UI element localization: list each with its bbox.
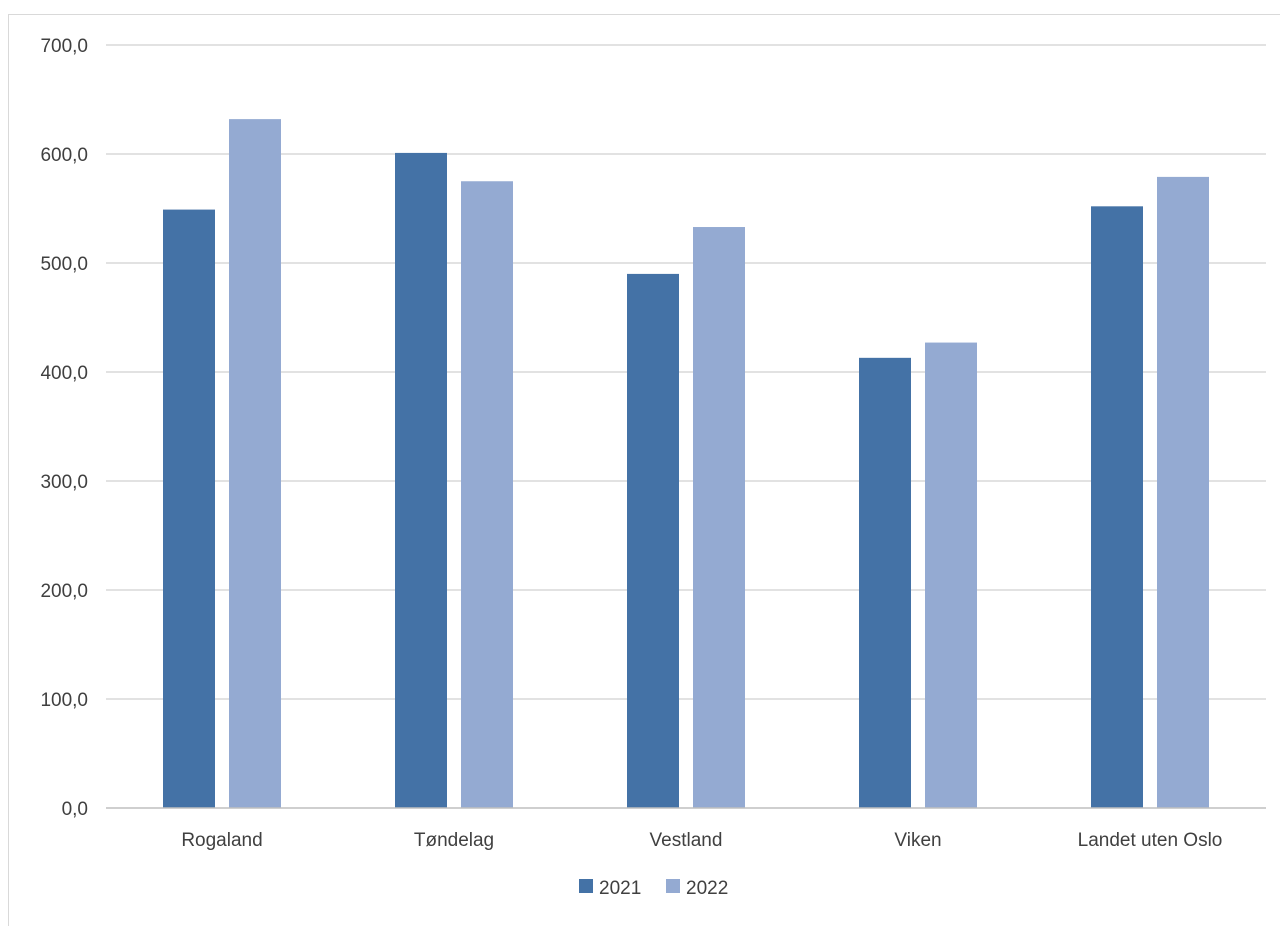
- legend-swatch-2021: [579, 879, 593, 893]
- bars: [163, 119, 1209, 809]
- bar-2022-0: [229, 119, 281, 809]
- bar-2021-4: [1091, 206, 1143, 808]
- legend: 2021 2022: [579, 878, 728, 899]
- x-category-label: Landet uten Oslo: [1078, 830, 1223, 851]
- y-axis-tick-labels: 0,0 100,0 200,0 300,0 400,0 500,0 600,0 700,0: [40, 36, 88, 820]
- x-category-label: Rogaland: [181, 830, 262, 851]
- bar-2022-1: [461, 181, 513, 808]
- bar-2021-1: [395, 152, 447, 808]
- legend-swatch-2022: [666, 879, 680, 893]
- bar-2021-3: [859, 357, 911, 808]
- bar-2022-2: [693, 227, 745, 808]
- legend-label-2022: 2022: [686, 878, 728, 899]
- x-axis-category-labels: Rogaland Tøndelag Vestland Viken Landet uten…: [181, 830, 1222, 851]
- y-tick-label: 700,0: [40, 36, 88, 57]
- y-tick-label: 200,0: [40, 581, 88, 602]
- bar-2022-3: [925, 342, 977, 808]
- x-category-label: Tøndelag: [414, 830, 494, 851]
- x-category-label: Vestland: [650, 830, 723, 851]
- y-tick-label: 0,0: [62, 799, 88, 820]
- gridlines: [106, 44, 1266, 700]
- y-tick-label: 500,0: [40, 254, 88, 275]
- bar-2022-4: [1157, 176, 1209, 808]
- y-tick-label: 400,0: [40, 363, 88, 384]
- y-tick-label: 600,0: [40, 145, 88, 166]
- y-tick-label: 100,0: [40, 690, 88, 711]
- legend-label-2021: 2021: [599, 878, 641, 899]
- bar-2021-2: [627, 273, 679, 808]
- y-tick-label: 300,0: [40, 472, 88, 493]
- x-category-label: Viken: [894, 830, 941, 851]
- bar-2021-0: [163, 209, 215, 809]
